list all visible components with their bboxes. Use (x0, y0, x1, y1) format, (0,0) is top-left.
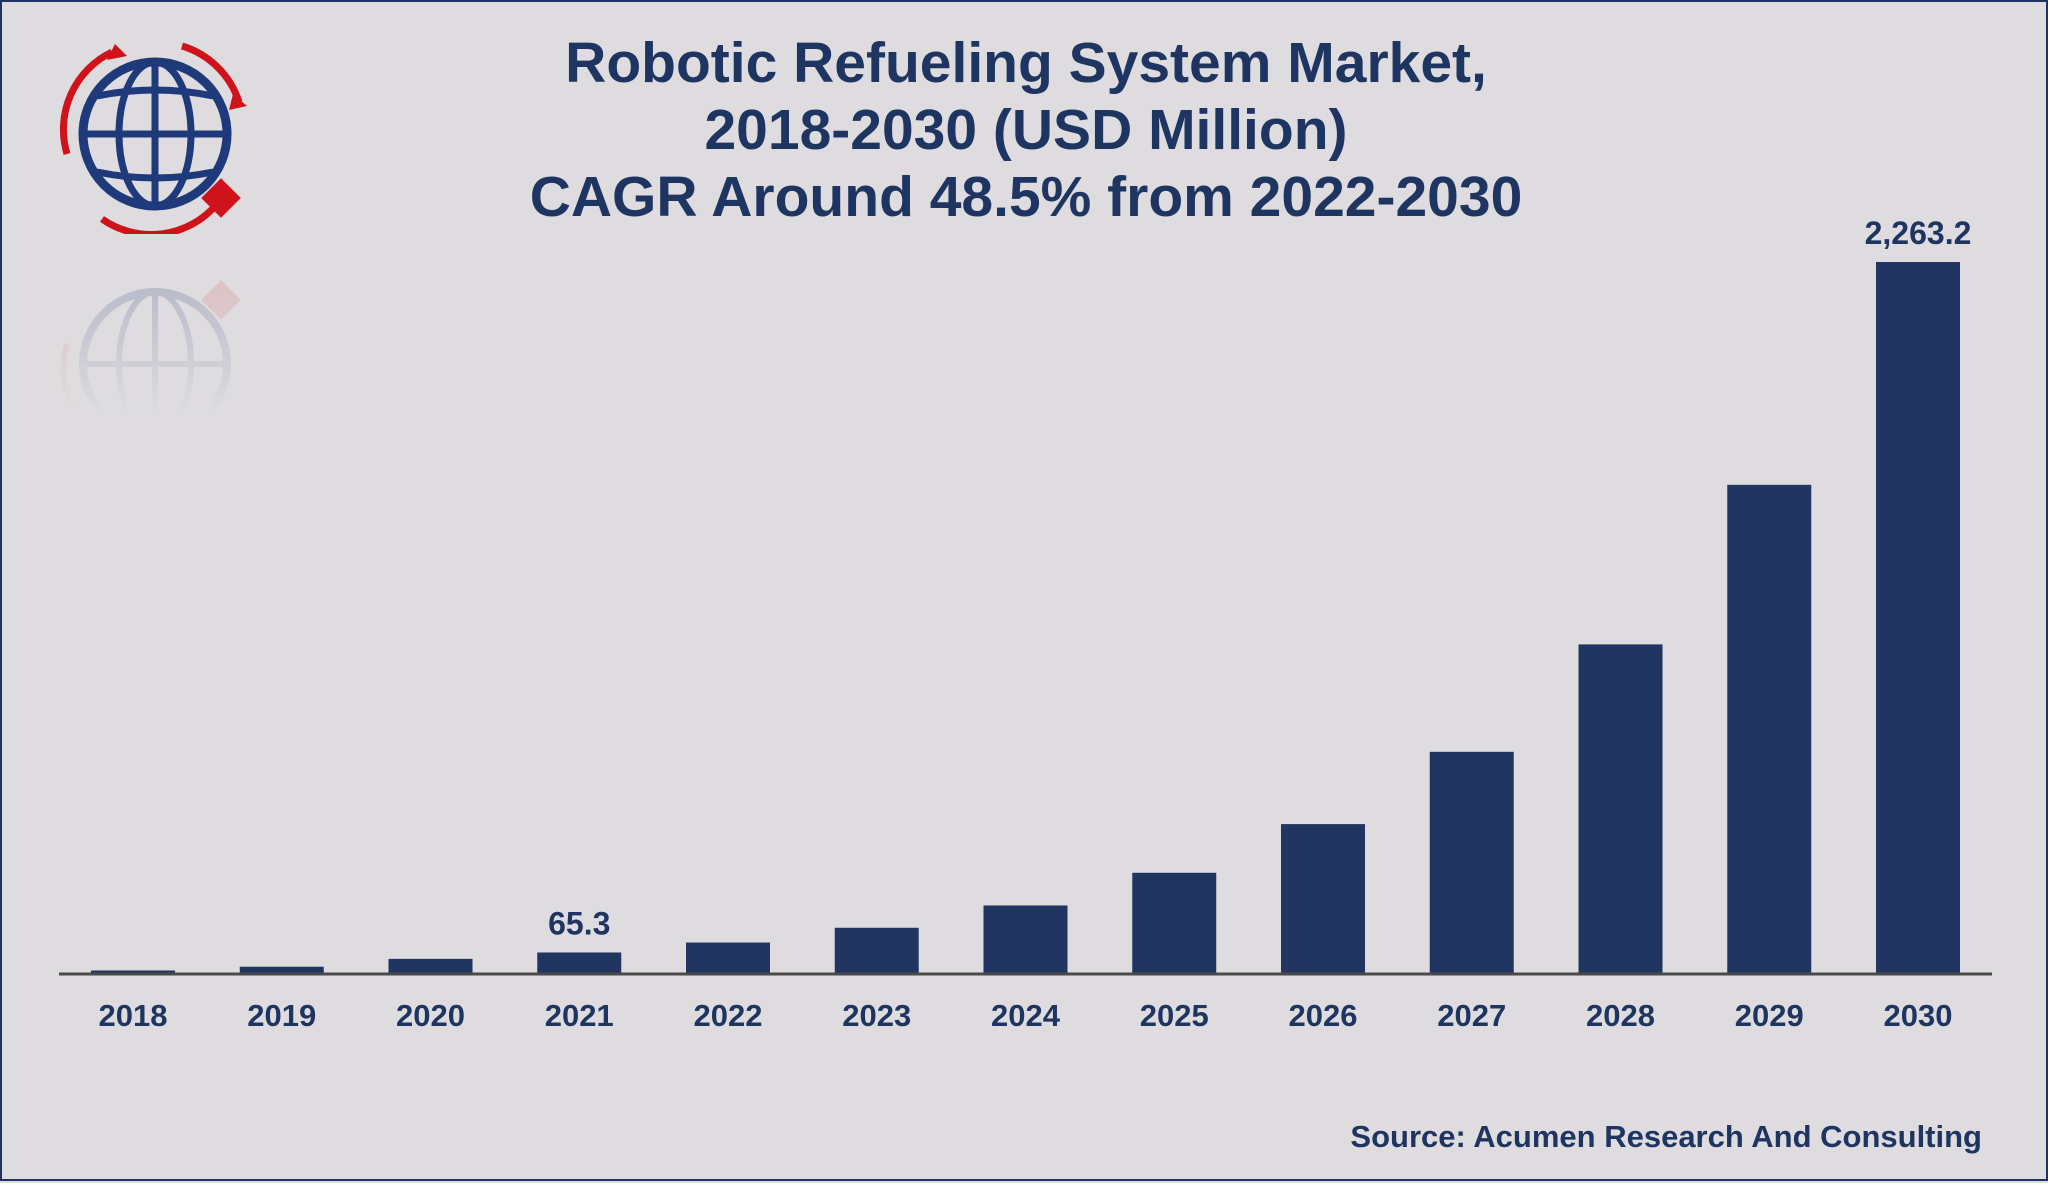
bar-2026 (1281, 824, 1365, 973)
bar-2030 (1876, 262, 1960, 973)
bar-2021 (537, 952, 622, 973)
x-tick-label-2028: 2028 (1586, 998, 1655, 1033)
title-line-1: Robotic Refueling System Market, (565, 31, 1487, 95)
bar-2029 (1727, 484, 1812, 973)
x-tick-label-2022: 2022 (694, 998, 763, 1033)
x-tick-label-2026: 2026 (1289, 998, 1358, 1033)
x-tick-label-2027: 2027 (1437, 998, 1506, 1033)
x-tick-label-2019: 2019 (247, 998, 316, 1033)
bar-2018 (91, 970, 175, 973)
x-tick-label-2021: 2021 (545, 998, 614, 1033)
title-line-2: 2018-2030 (USD Million) (704, 98, 1348, 162)
x-tick-label-2023: 2023 (842, 998, 911, 1033)
bar-2023 (834, 927, 919, 973)
x-tick-label-2029: 2029 (1735, 998, 1804, 1033)
globe-logo-icon (59, 42, 247, 234)
x-tick-label-2030: 2030 (1884, 998, 1953, 1033)
chart-title: Robotic Refueling System Market, 2018-20… (2, 30, 2048, 231)
bar-2028 (1578, 644, 1663, 973)
bar-2025 (1132, 872, 1217, 973)
data-label-2030: 2,263.2 (1865, 215, 1972, 251)
x-tick-label-2024: 2024 (991, 998, 1061, 1033)
bar-2024 (983, 905, 1068, 973)
bar-2022 (686, 942, 770, 973)
source-note: Source: Acumen Research And Consulting (1350, 1119, 1982, 1154)
x-tick-label-2020: 2020 (396, 998, 465, 1033)
globe-logo-reflection-icon (60, 280, 241, 414)
data-label-2021: 65.3 (548, 905, 610, 941)
bar-2020 (388, 958, 473, 973)
x-tick-label-2018: 2018 (99, 998, 168, 1033)
bar-2019 (239, 966, 324, 973)
bar-2027 (1429, 751, 1514, 973)
x-tick-label-2025: 2025 (1140, 998, 1209, 1033)
title-line-3: CAGR Around 48.5% from 2022-2030 (529, 165, 1523, 229)
